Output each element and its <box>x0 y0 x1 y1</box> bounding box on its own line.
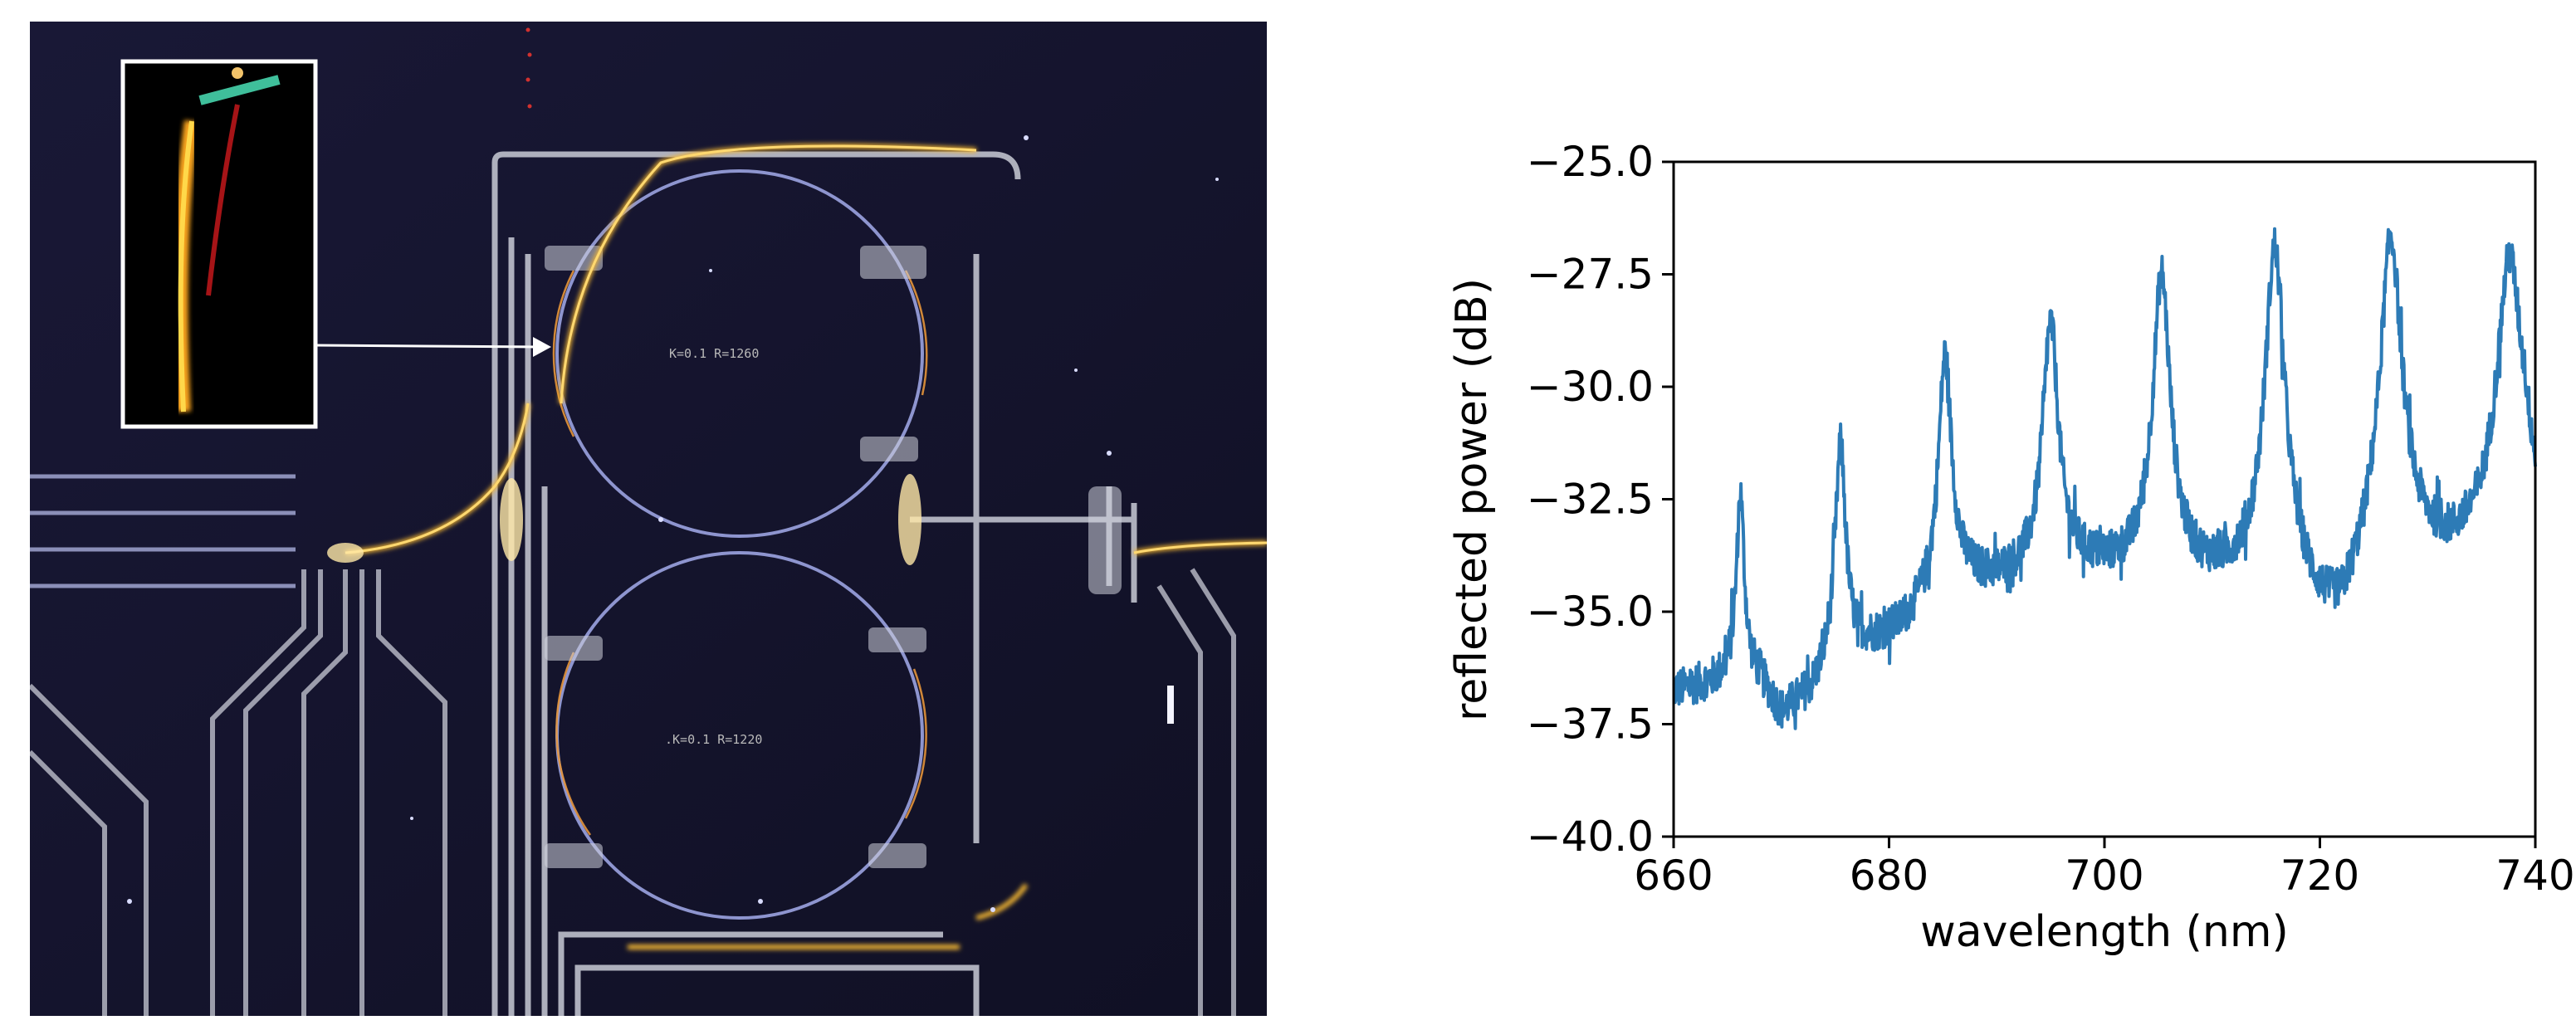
y-axis-title: reflected power (dB) <box>1447 278 1497 721</box>
input-waveguides <box>30 474 296 588</box>
routing-waveguides <box>30 568 1236 1016</box>
x-tick-label: 660 <box>1634 852 1713 900</box>
x-tick-label: 720 <box>2280 852 2359 900</box>
x-tick-label: 700 <box>2065 852 2143 900</box>
y-tick-label: −30.0 <box>1527 363 1654 411</box>
red-marks <box>525 27 532 109</box>
microscope-image: K=0.1 R=1260 .K=0.1 R=1220 <box>30 22 1267 1016</box>
series-layer <box>1672 227 2537 730</box>
chip-label-upper: K=0.1 R=1260 <box>669 346 759 361</box>
x-tick-label: 740 <box>2495 852 2574 900</box>
spectrum-chart: 660 680 700 720 740 −40.0 −37.5 −35.0 −32.5 −30.… <box>1447 138 2575 957</box>
y-tick-label: −40.0 <box>1527 813 1654 861</box>
x-axis: 660 680 700 720 740 <box>1634 837 2575 900</box>
inset-arrow <box>315 337 551 357</box>
plot-frame <box>1672 160 2537 838</box>
x-axis-title: wavelength (nm) <box>1920 907 2289 957</box>
bright-spots <box>327 474 1174 724</box>
y-tick-label: −27.5 <box>1527 251 1654 299</box>
y-tick-label: −35.0 <box>1527 588 1654 636</box>
y-tick-label: −32.5 <box>1527 476 1654 524</box>
ring-upper <box>555 169 924 538</box>
y-tick-label: −37.5 <box>1527 700 1654 749</box>
spectrum-line <box>1672 227 2537 730</box>
y-tick-label: −25.0 <box>1527 138 1654 186</box>
inset-zoom <box>120 59 318 429</box>
chip-label-lower: .K=0.1 R=1220 <box>665 732 762 747</box>
dust-specks <box>127 135 1219 912</box>
coupler-pads <box>545 246 1122 868</box>
x-tick-label: 680 <box>1850 852 1928 900</box>
y-axis: −40.0 −37.5 −35.0 −32.5 −30.0 −27.5 −25.0 <box>1527 138 1674 861</box>
